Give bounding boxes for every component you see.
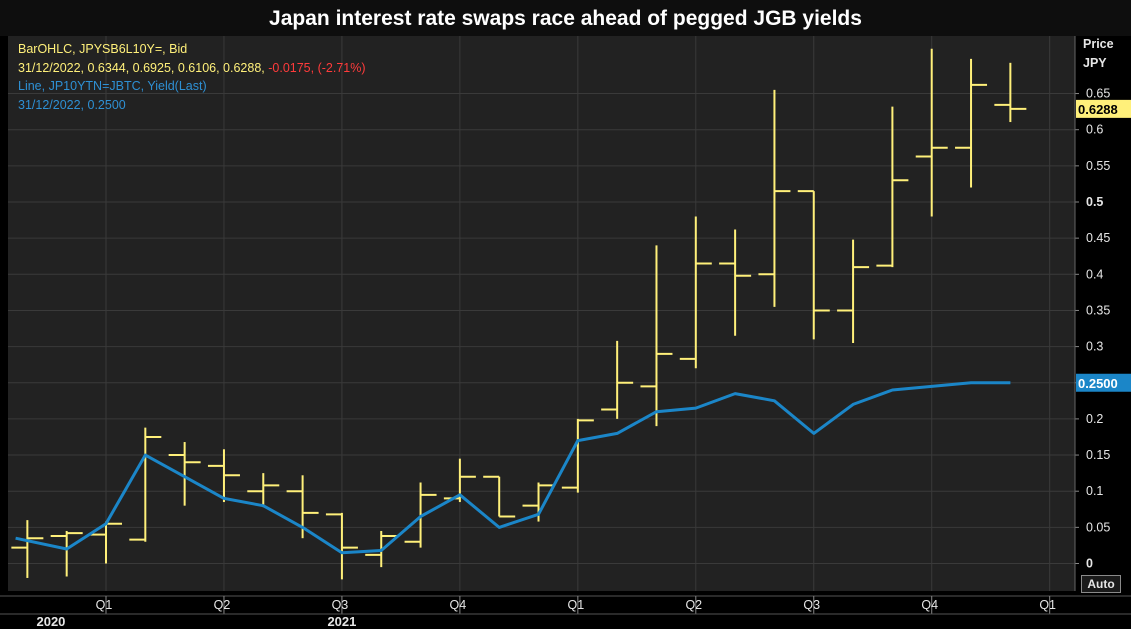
legend-series2-name: Line, JP10YTN=JBTC, Yield(Last) (18, 79, 207, 93)
last-value-tag-box (1076, 99, 1131, 118)
chart-area[interactable]: 00.050.10.150.20.250.30.350.40.450.50.55… (0, 36, 1131, 629)
legend-series1-change: -0.0175, (-2.71%) (268, 60, 366, 75)
x-tick-label: Q4 (921, 598, 938, 612)
x-tick-label: Q1 (1039, 598, 1056, 612)
ohlc-bar (247, 473, 280, 508)
y-tick-label: 0.4 (1086, 267, 1103, 281)
chart-title: Japan interest rate swaps race ahead of … (0, 0, 1131, 36)
ohlc-bar (11, 520, 44, 578)
currency-axis-label: JPY (1083, 56, 1107, 70)
year-label: 2021 (327, 614, 356, 629)
legend-series1-row: 31/12/2022, 0.6344, 0.6925, 0.6106, 0.62… (18, 59, 366, 78)
x-tick-label: Q4 (450, 598, 467, 612)
last-value-tag-label: 0.6288 (1078, 102, 1118, 117)
ohlc-bar (758, 89, 791, 307)
legend: BarOHLC, JPYSB6L10Y=, Bid 31/12/2022, 0.… (18, 40, 366, 114)
ohlc-bar (837, 239, 870, 343)
x-tick-label: Q2 (214, 598, 231, 612)
x-tick-label: Q2 (685, 598, 702, 612)
y-tick-label: 0.65 (1086, 87, 1110, 101)
x-tick-label: Q1 (567, 598, 584, 612)
ohlc-bar (601, 340, 634, 419)
legend-series2-values: 31/12/2022, 0.2500 (18, 97, 126, 112)
legend-series1-name: BarOHLC, JPYSB6L10Y=, Bid (18, 42, 188, 56)
ohlc-bar (915, 48, 948, 217)
ohlc-bar (876, 106, 909, 268)
price-axis-background (1075, 36, 1131, 591)
last-value-tag-label: 0.2500 (1078, 376, 1118, 391)
ohlc-bar (168, 442, 201, 506)
y-tick-label: 0.2 (1086, 412, 1103, 426)
y-tick-label: 0.3 (1086, 340, 1103, 354)
y-tick-label: 0 (1086, 557, 1093, 571)
y-tick-label: 0.45 (1086, 231, 1110, 245)
x-tick-label: Q3 (332, 598, 349, 612)
y-tick-label: 0.35 (1086, 303, 1110, 317)
ohlc-bar (483, 475, 516, 518)
y-tick-label: 0.55 (1086, 159, 1110, 173)
ohlc-bar (797, 190, 830, 340)
jgb-yield-line (15, 381, 1011, 555)
last-value-tag-box (1076, 373, 1131, 392)
year-label: 2020 (36, 614, 65, 629)
x-tick-label: Q3 (803, 598, 820, 612)
time-axis[interactable]: Q1Q2Q3Q4Q1Q2Q3Q4Q1Q2Q3Q4Q1202020212022 (0, 36, 1131, 629)
ohlc-bars (11, 48, 1027, 580)
auto-scale-button[interactable]: Auto (1081, 575, 1121, 593)
y-tick-label: 0.6 (1086, 123, 1103, 137)
plot-background (8, 36, 1075, 591)
ohlc-bar (640, 245, 673, 427)
y-tick-label: 0.1 (1086, 484, 1103, 498)
y-tick-label: 0.15 (1086, 448, 1110, 462)
time-axis-background (0, 591, 1131, 629)
price-axis-label: Price (1083, 37, 1114, 51)
ohlc-bar (50, 530, 83, 577)
ohlc-bar (719, 229, 752, 336)
ohlc-bar (561, 418, 594, 493)
ohlc-bar (955, 58, 988, 188)
ohlc-bar (207, 449, 240, 503)
y-tick-label: 0.5 (1086, 195, 1103, 209)
ohlc-bar (325, 512, 358, 580)
ohlc-bar (129, 427, 162, 542)
legend-series1-values: 31/12/2022, 0.6344, 0.6925, 0.6106, 0.62… (18, 60, 265, 75)
gridlines (8, 36, 1075, 591)
x-tick-label: Q1 (96, 598, 113, 612)
ohlc-bar (679, 216, 712, 369)
ohlc-bar (994, 62, 1027, 123)
ohlc-bar (90, 521, 122, 564)
last-value-tags: 0.6288 0.2500 (1076, 99, 1131, 392)
y-tick-label: 0.05 (1086, 520, 1110, 534)
